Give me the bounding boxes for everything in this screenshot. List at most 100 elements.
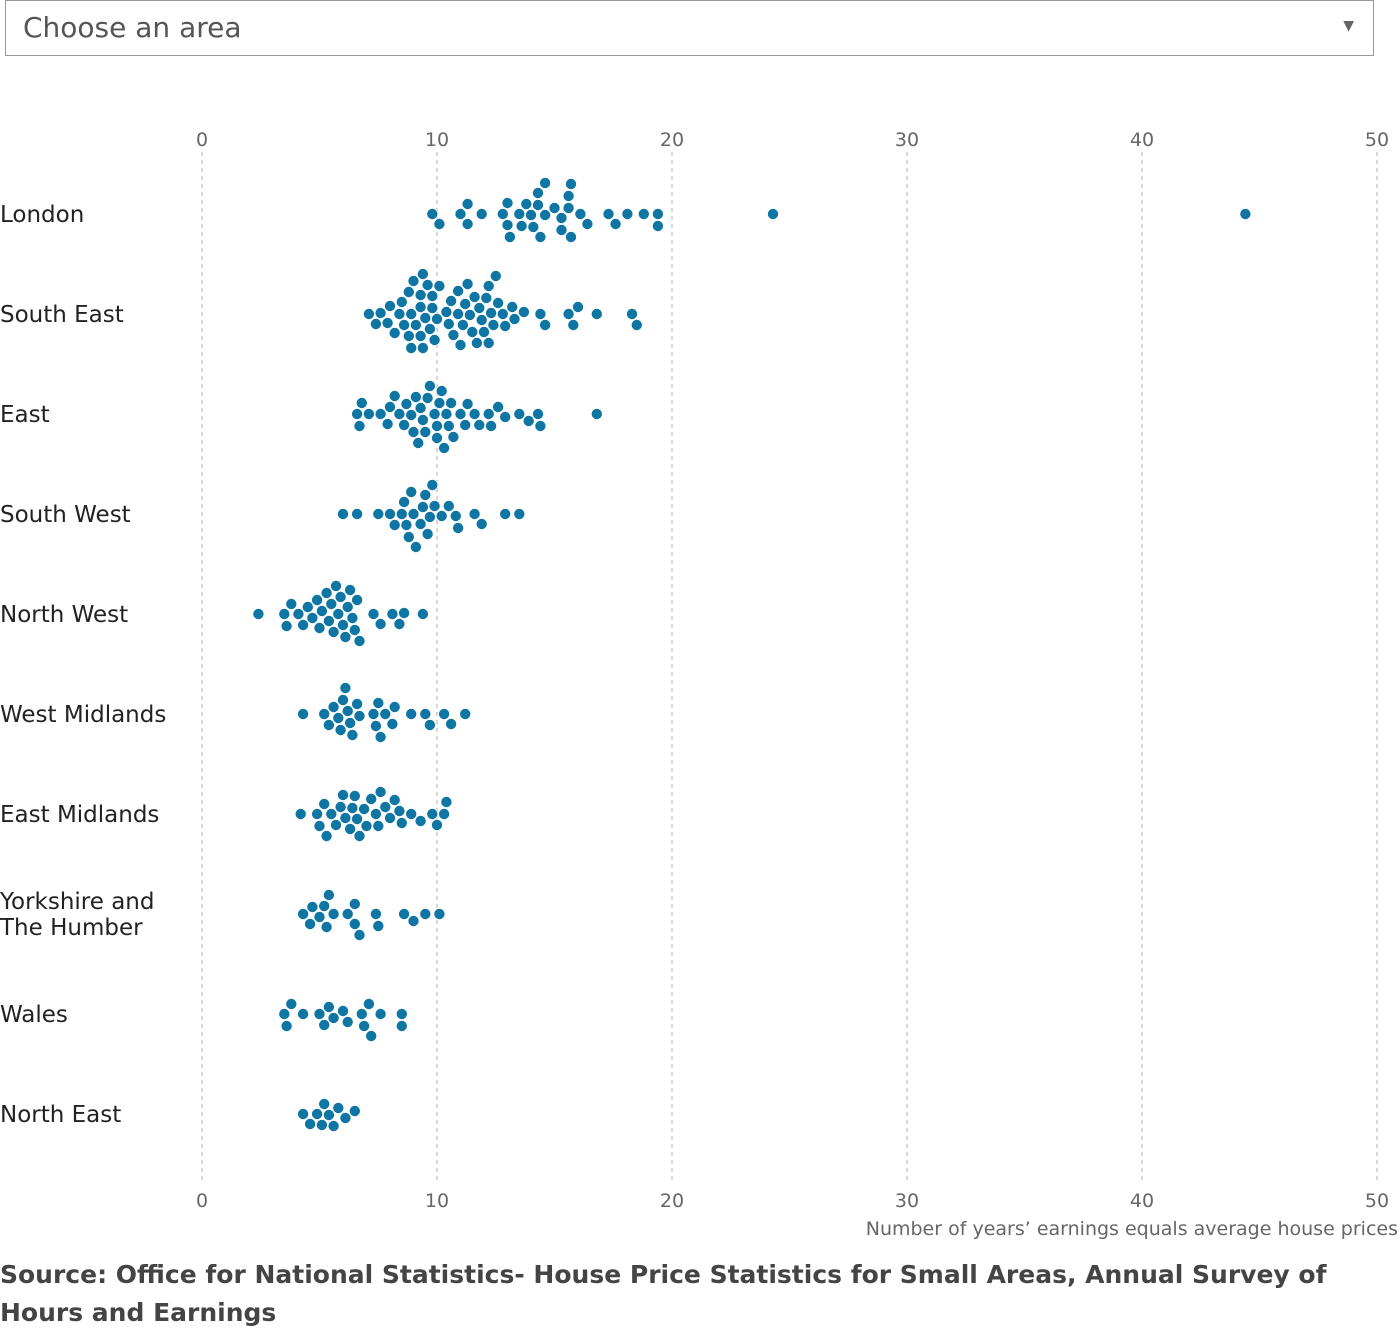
data-point[interactable]: [370, 318, 382, 330]
data-point[interactable]: [431, 420, 443, 432]
data-point[interactable]: [370, 808, 382, 820]
data-point[interactable]: [360, 820, 373, 832]
data-point[interactable]: [475, 518, 488, 530]
data-point[interactable]: [471, 337, 483, 349]
data-point[interactable]: [652, 208, 664, 220]
data-point[interactable]: [297, 619, 309, 631]
data-point[interactable]: [626, 308, 638, 320]
data-point[interactable]: [562, 308, 575, 320]
data-point[interactable]: [424, 511, 436, 523]
data-point[interactable]: [304, 1118, 316, 1130]
data-point[interactable]: [438, 708, 450, 720]
data-point[interactable]: [365, 1030, 378, 1042]
data-point[interactable]: [313, 911, 326, 923]
data-point[interactable]: [473, 302, 486, 314]
data-point[interactable]: [534, 231, 547, 243]
data-point[interactable]: [539, 319, 551, 331]
data-point[interactable]: [344, 584, 356, 596]
data-point[interactable]: [466, 326, 479, 338]
data-point[interactable]: [433, 218, 446, 230]
data-point[interactable]: [318, 900, 331, 912]
data-point[interactable]: [527, 221, 540, 233]
data-point[interactable]: [621, 208, 634, 220]
data-point[interactable]: [414, 330, 427, 342]
data-point[interactable]: [513, 508, 526, 520]
data-point[interactable]: [426, 479, 439, 491]
data-point[interactable]: [485, 307, 497, 319]
data-point[interactable]: [393, 408, 406, 420]
data-point[interactable]: [459, 298, 472, 310]
data-point[interactable]: [421, 528, 434, 540]
data-point[interactable]: [525, 209, 537, 221]
data-point[interactable]: [499, 508, 512, 520]
data-point[interactable]: [374, 731, 387, 743]
data-point[interactable]: [388, 794, 401, 806]
data-point[interactable]: [365, 793, 378, 805]
data-point[interactable]: [482, 408, 495, 420]
data-point[interactable]: [353, 830, 366, 842]
data-point[interactable]: [325, 598, 338, 610]
data-point[interactable]: [388, 519, 401, 531]
data-point[interactable]: [384, 300, 396, 312]
data-point[interactable]: [339, 812, 352, 824]
data-point[interactable]: [532, 187, 544, 199]
data-point[interactable]: [285, 598, 298, 610]
data-point[interactable]: [374, 1008, 387, 1020]
data-point[interactable]: [358, 803, 370, 815]
data-point[interactable]: [513, 408, 526, 420]
data-point[interactable]: [468, 408, 481, 420]
data-point[interactable]: [323, 615, 335, 627]
data-point[interactable]: [433, 280, 446, 292]
data-point[interactable]: [339, 1112, 352, 1124]
data-point[interactable]: [348, 624, 361, 636]
data-point[interactable]: [405, 342, 418, 354]
data-point[interactable]: [433, 908, 446, 920]
data-point[interactable]: [301, 601, 314, 613]
data-point[interactable]: [1239, 208, 1252, 220]
data-point[interactable]: [405, 308, 418, 320]
data-point[interactable]: [426, 808, 439, 820]
data-point[interactable]: [325, 808, 338, 820]
data-point[interactable]: [482, 280, 495, 292]
data-point[interactable]: [393, 618, 406, 630]
data-point[interactable]: [351, 408, 363, 420]
data-point[interactable]: [562, 202, 575, 214]
data-point[interactable]: [370, 908, 382, 920]
data-point[interactable]: [501, 219, 514, 231]
data-point[interactable]: [457, 319, 469, 331]
data-point[interactable]: [348, 898, 361, 910]
data-point[interactable]: [398, 496, 410, 508]
data-point[interactable]: [351, 813, 363, 825]
data-point[interactable]: [405, 708, 418, 720]
data-point[interactable]: [452, 308, 464, 320]
data-point[interactable]: [355, 397, 368, 409]
data-point[interactable]: [534, 308, 547, 320]
data-point[interactable]: [341, 601, 354, 613]
data-point[interactable]: [574, 208, 587, 220]
data-point[interactable]: [428, 334, 441, 346]
data-point[interactable]: [424, 380, 436, 392]
data-point[interactable]: [297, 908, 309, 920]
data-point[interactable]: [320, 587, 333, 599]
data-point[interactable]: [419, 708, 432, 720]
data-point[interactable]: [346, 729, 359, 741]
data-point[interactable]: [445, 397, 457, 409]
data-point[interactable]: [407, 915, 420, 927]
area-select-dropdown[interactable]: Choose an area ▼: [5, 0, 1374, 56]
data-point[interactable]: [332, 1102, 345, 1114]
data-point[interactable]: [306, 612, 319, 624]
data-point[interactable]: [410, 541, 422, 553]
data-point[interactable]: [447, 431, 460, 443]
data-point[interactable]: [363, 408, 375, 420]
data-point[interactable]: [323, 1109, 335, 1121]
data-point[interactable]: [637, 208, 650, 220]
data-point[interactable]: [520, 198, 533, 210]
data-point[interactable]: [339, 631, 352, 643]
data-point[interactable]: [428, 408, 441, 420]
data-point[interactable]: [485, 420, 497, 432]
data-point[interactable]: [332, 712, 345, 724]
data-point[interactable]: [395, 817, 408, 829]
data-point[interactable]: [515, 220, 528, 232]
data-point[interactable]: [400, 398, 413, 410]
data-point[interactable]: [435, 510, 448, 522]
